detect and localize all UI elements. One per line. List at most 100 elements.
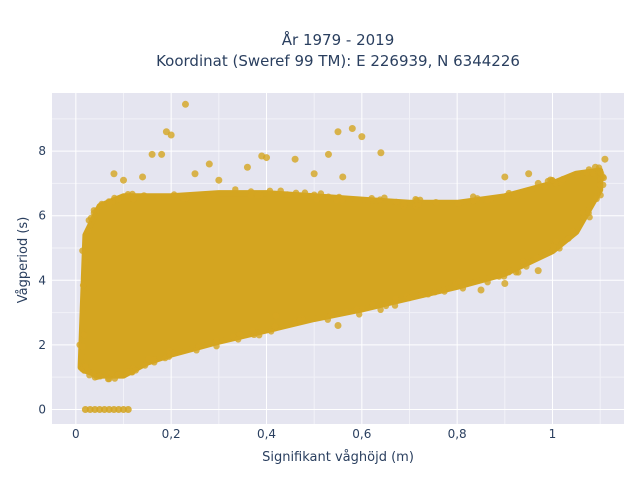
scatter-point [405, 294, 413, 302]
x-axis-title: Signifikant våghöjd (m) [262, 450, 414, 465]
scatter-point [205, 160, 213, 168]
scatter-point [523, 263, 530, 270]
scatter-point [271, 323, 279, 330]
scatter-point [79, 247, 86, 254]
scatter-point [79, 282, 87, 289]
scatter-point [569, 228, 576, 235]
scatter-point [82, 258, 89, 266]
scatter-point [459, 285, 467, 292]
scatter-point [559, 175, 567, 183]
scatter-point [85, 227, 92, 234]
scatter-point [150, 356, 157, 363]
scatter-point [600, 174, 607, 182]
y-axis-title: Vågperiod (s) [16, 217, 31, 304]
scatter-point [90, 207, 98, 214]
scatter-point [247, 188, 255, 195]
scatter-point [391, 302, 399, 309]
scatter-point [381, 194, 388, 201]
scatter-point [243, 163, 251, 171]
scatter-point [180, 195, 187, 202]
scatter-point [418, 291, 426, 298]
scatter-point [324, 150, 332, 158]
scatter-point [333, 196, 340, 203]
scatter-point [311, 191, 318, 198]
scatter-point [579, 209, 587, 216]
scatter-point [504, 193, 511, 200]
scatter-point [236, 331, 243, 338]
scatter-point [348, 125, 356, 133]
x-tick-label: 0 [72, 427, 80, 441]
ticks-layer: 0 0,2 0,4 0,6 0,8 1 0 2 4 6 8 [38, 144, 556, 441]
scatter-point [534, 267, 542, 275]
scatter-point [284, 191, 291, 198]
scatter-point [272, 312, 280, 320]
scatter-point [544, 177, 552, 185]
scatter-point [500, 273, 508, 280]
scatter-point [525, 170, 533, 178]
points-layer [76, 100, 609, 413]
scatter-point [106, 200, 114, 207]
scatter-point [593, 195, 600, 202]
scatter-point [505, 269, 512, 276]
scatter-point [141, 362, 149, 369]
scatter-point [132, 367, 139, 374]
scatter-point [556, 245, 563, 252]
scatter-point [515, 269, 522, 276]
scatter-point [334, 322, 342, 330]
scatter-point [580, 214, 588, 221]
scatter-point [327, 311, 335, 318]
scatter-point [124, 405, 132, 413]
scatter-point [215, 176, 223, 184]
scatter-point [258, 152, 266, 160]
scatter-point [266, 187, 274, 194]
scatter-point [115, 196, 122, 203]
scatter-point [139, 173, 147, 181]
scatter-point [424, 291, 432, 298]
scatter-point [114, 371, 122, 378]
scatter-point [600, 181, 607, 189]
scatter-point [317, 190, 325, 197]
scatter-point [98, 200, 105, 208]
scatter-point [213, 343, 220, 350]
scatter-point [432, 199, 440, 206]
scatter-point [519, 258, 527, 265]
scatter-point [377, 149, 385, 157]
scatter-point [484, 197, 491, 204]
scatter-point [393, 198, 400, 206]
scatter-point [301, 189, 309, 196]
scatter-point [412, 196, 419, 203]
x-tick-label: 1 [549, 427, 557, 441]
scatter-point [431, 289, 439, 296]
scatter-point [585, 166, 593, 173]
scatter-point [254, 192, 261, 199]
chart-title-line1: År 1979 - 2019 [282, 30, 395, 49]
x-tick-label: 0,4 [257, 427, 276, 441]
x-tick-label: 0,8 [448, 427, 467, 441]
scatter-point [484, 279, 491, 286]
scatter-point [358, 306, 365, 313]
y-tick-label: 8 [38, 144, 46, 158]
scatter-point [477, 286, 485, 294]
scatter-point [356, 311, 363, 318]
scatter-point [277, 187, 284, 194]
scatter-point [256, 332, 263, 339]
scatter-point [377, 306, 384, 313]
scatter-point [268, 328, 275, 335]
scatter-point [167, 131, 175, 139]
scatter-point [154, 193, 162, 201]
scatter-point [392, 295, 399, 302]
scatter-point [213, 337, 220, 345]
scatter-point [193, 347, 200, 354]
scatter-point [591, 163, 599, 171]
scatter-point [140, 192, 148, 199]
chart-title-line2: Koordinat (Sweref 99 TM): E 226939, N 63… [156, 52, 520, 70]
scatter-point [368, 195, 375, 202]
scatter-point [358, 133, 366, 141]
scatter-point [169, 349, 176, 356]
y-tick-label: 2 [38, 338, 46, 352]
scatter-point [310, 170, 318, 178]
scatter-point [235, 336, 242, 343]
scatter-point [574, 171, 581, 178]
scatter-point [474, 195, 481, 202]
